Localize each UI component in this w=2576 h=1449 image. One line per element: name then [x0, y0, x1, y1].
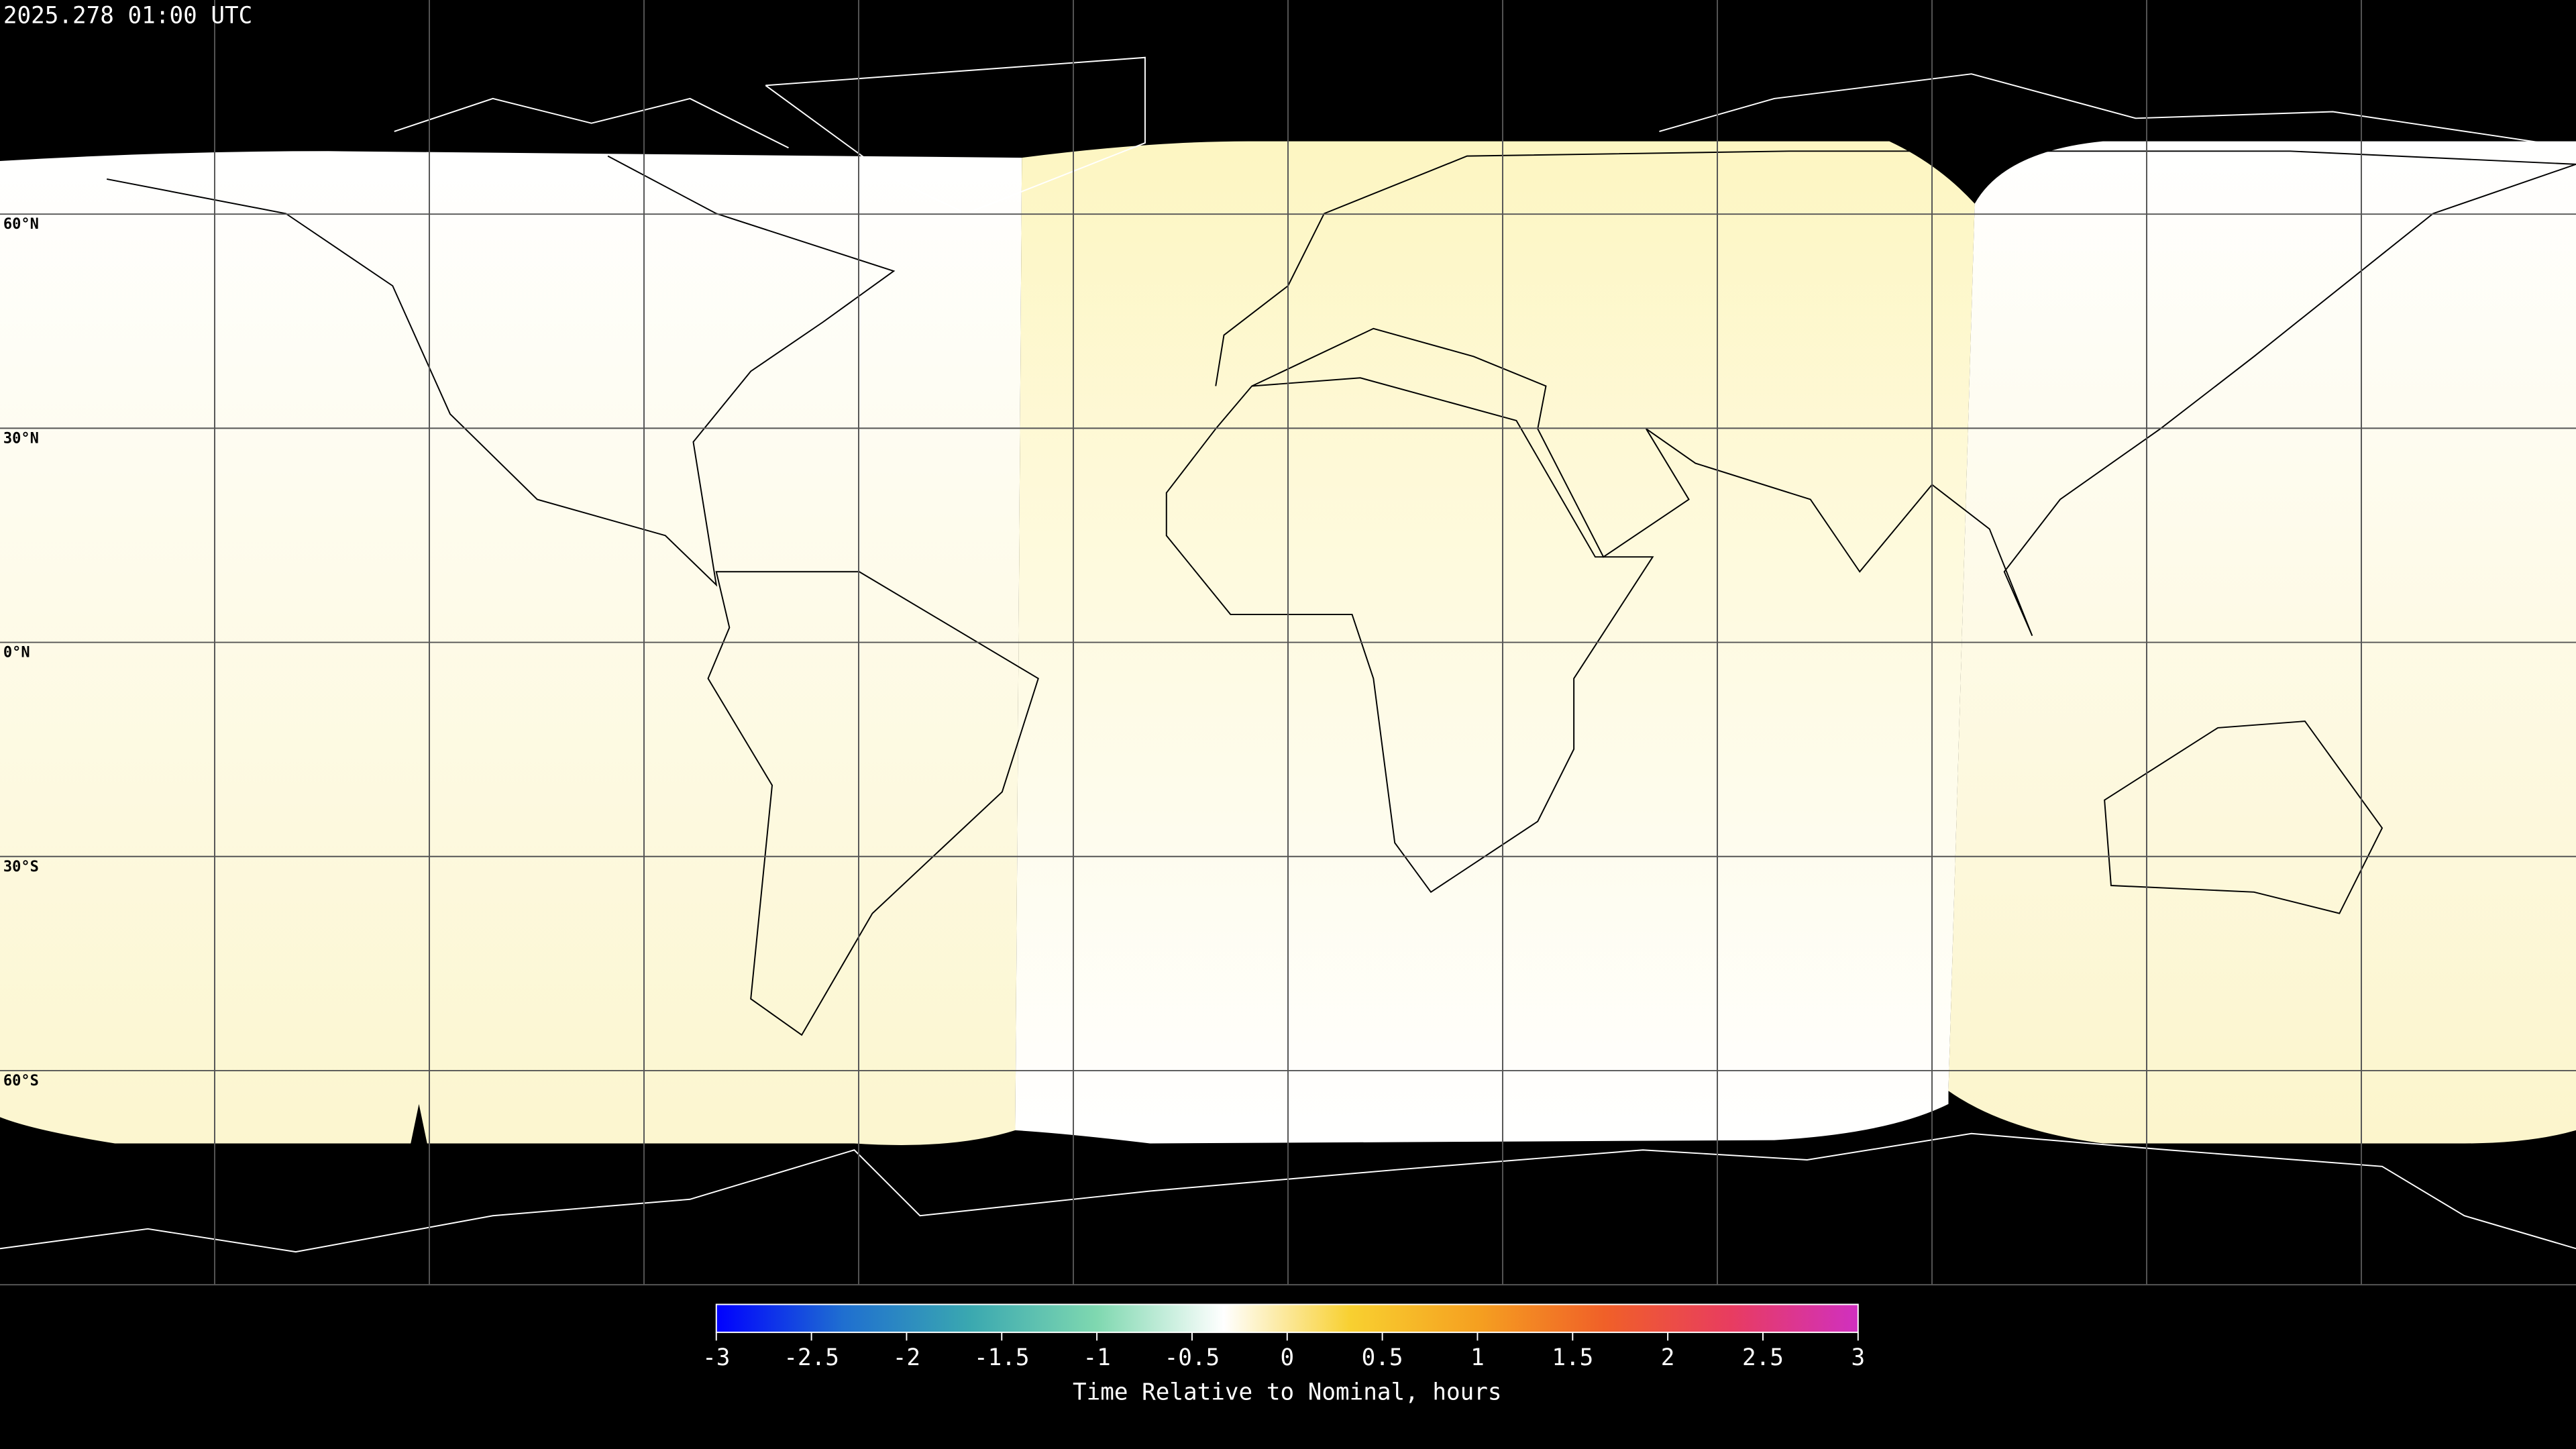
colorbar-tick-label: -3	[702, 1344, 730, 1371]
colorbar-tick-label: -2.5	[784, 1344, 839, 1371]
colorbar-tick-label: -2	[893, 1344, 920, 1371]
coastline	[106, 155, 896, 587]
colorbar-tick-label: -0.5	[1165, 1344, 1220, 1371]
colorbar-tick-label: 1.5	[1552, 1344, 1593, 1371]
colorbar-tick-label: 2	[1661, 1344, 1675, 1371]
coastline	[1251, 163, 2576, 637]
graticule	[0, 0, 2576, 1286]
colorbar-tick-label: 2.5	[1742, 1344, 1784, 1371]
colorbar-label: Time Relative to Nominal, hours	[1073, 1379, 1502, 1406]
colorbar-tick-label: 0.5	[1362, 1344, 1403, 1371]
latitude-label: 30°N	[3, 430, 39, 447]
colorbar: Time Relative to Nominal, hours -3 -2.5 -2…	[702, 1303, 1865, 1406]
swath	[0, 151, 1022, 1145]
coastline	[765, 56, 1146, 215]
coastline	[0, 1132, 2576, 1253]
latitude-labels: 60°N 30°N 0°N 30°S 60°S	[3, 216, 39, 1089]
colorbar-ramp	[715, 1303, 1859, 1334]
coastline	[1165, 377, 1654, 894]
coastline	[1215, 150, 2576, 386]
latitude-label: 60°N	[3, 216, 39, 233]
latitude-label: 60°S	[3, 1073, 39, 1089]
colorbar-tick-label: -1.5	[974, 1344, 1030, 1371]
latitude-label: 0°N	[3, 645, 30, 661]
colorbar-tick-label: 3	[1851, 1344, 1865, 1371]
colorbar-tick-label: 0	[1280, 1344, 1294, 1371]
polar-coastlines	[0, 56, 2576, 1253]
latitude-label: 30°S	[3, 859, 39, 875]
coastline	[1659, 73, 2576, 149]
timestamp: 2025.278 01:00 UTC	[3, 2, 252, 29]
colorbar-tick-label: 1	[1470, 1344, 1485, 1371]
coastline	[394, 97, 789, 149]
colorbar-tick-label: -1	[1083, 1344, 1110, 1371]
